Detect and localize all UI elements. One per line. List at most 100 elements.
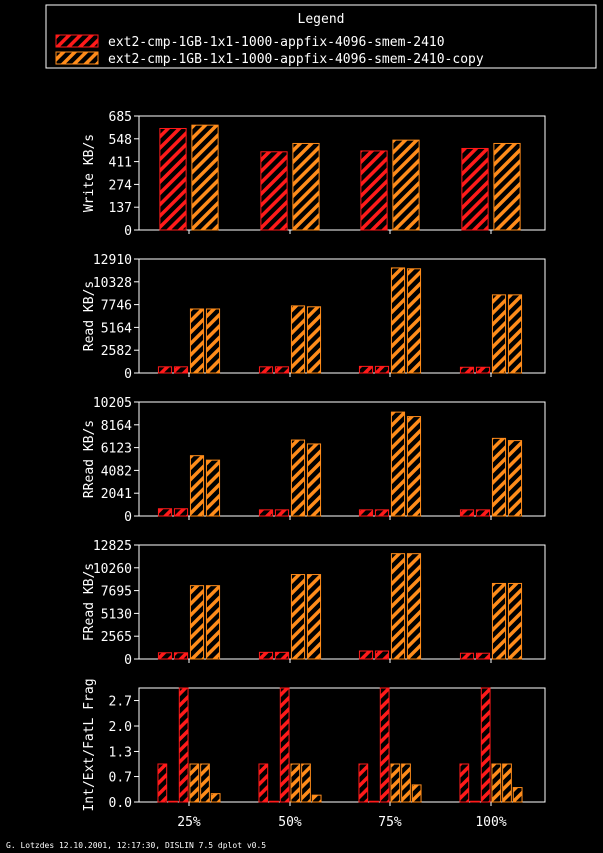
bar-series-2 [491,582,507,660]
y-tick-label: 0.0 [109,796,132,811]
bar-series-2 [306,443,322,517]
bar-series-1 [157,763,168,803]
bar-series-1 [461,147,489,231]
legend-entry-1: ext2-cmp-1GB-1x1-1000-appfix-4096-smem-2… [108,35,445,50]
panel-3: 0 2041 4082 6123 8164 10205 RRead KB/s [82,396,546,525]
bar-series-2 [311,794,322,803]
y-tick-label: 0 [124,224,132,239]
bar-series-1 [475,366,491,374]
legend-swatch-1 [55,34,99,48]
panel-2: 0 2582 5164 7746 10328 12910 Read KB/s [82,253,546,382]
y-tick-label: 10260 [93,562,132,577]
bar-series-2 [406,416,422,517]
legend-swatch-2 [55,51,99,65]
y-tick-label: 6123 [101,442,132,457]
bar-series-1 [258,651,274,660]
plot-frame [138,401,546,517]
bar-series-2 [189,763,200,803]
bar-series-1 [157,508,173,517]
bar-series-1 [173,508,189,517]
x-tick-label: 75% [378,815,402,830]
bar-series-2 [512,787,523,803]
y-tick-label: 10328 [93,276,132,291]
footer-credit: G. Lotzdes 12.10.2001, 12:17:30, DISLIN … [6,841,266,850]
bar-series-2 [491,294,507,374]
bar-series-1 [279,687,290,803]
bar-series-1 [475,652,491,660]
y-tick-label: 2.0 [109,720,132,735]
y-tick-label: 8164 [101,419,132,434]
bar-series-2 [189,585,205,660]
bar-series-1 [274,366,290,374]
bar-series-2 [507,582,523,660]
bar-series-2 [191,124,219,231]
plot-frame [138,258,546,374]
bar-series-2 [210,793,221,803]
bar-series-2 [290,763,301,803]
bar-series-1 [258,763,269,803]
bar-series-1 [159,127,187,231]
bar-series-2 [502,763,512,803]
y-tick-label: 10205 [93,396,132,411]
bar-series-2 [392,139,420,231]
plot-frame [138,544,546,660]
bar-series-2 [507,294,523,374]
bar-series-1 [258,509,274,517]
panel-1: 0 137 274 411 548 685 Write KB/s [82,110,546,239]
y-tick-label: 12825 [93,539,132,554]
bar-series-2 [292,142,320,231]
bar-series-2 [306,306,322,374]
y-tick-label: 5164 [101,321,132,336]
y-tick-label: 12910 [93,253,132,268]
y-tick-label: 548 [109,133,132,148]
bar-series-1 [358,763,369,803]
bar-series-1 [459,652,475,660]
bar-series-1 [358,509,374,517]
bar-series-2 [491,437,507,517]
bar-series-2 [301,763,311,803]
legend-frame [45,4,597,69]
y-tick-label: 1.3 [109,745,132,760]
bar-series-1 [475,509,491,517]
y-tick-label: 2.7 [109,695,132,710]
bar-series-1 [459,366,475,374]
bar-series-1 [269,800,279,803]
y-axis-label: Int/Ext/FatL Frag [82,678,97,811]
bar-series-1 [173,366,189,374]
bar-series-1 [480,687,491,803]
plot-frame [138,115,546,231]
bar-series-2 [411,784,422,803]
bar-series-1 [260,151,288,231]
bar-series-1 [168,800,178,803]
bar-series-1 [178,687,189,803]
y-tick-label: 2565 [101,630,132,645]
bar-series-2 [290,574,306,660]
plot-frame [138,687,546,803]
x-tick-label: 25% [177,815,201,830]
bar-series-2 [390,553,406,660]
panel-4: 0 2565 5130 7695 10260 12825 FRead KB/s [82,539,546,668]
bar-series-2 [205,308,221,374]
panel-5: 0.0 0.7 1.3 2.0 2.7 Int/Ext/FatL Frag [82,678,546,812]
bar-series-2 [406,268,422,374]
bar-series-1 [274,509,290,517]
x-tick-label: 100% [475,815,506,830]
y-tick-label: 7746 [101,299,132,314]
bar-series-2 [406,553,422,660]
y-axis-label: RRead KB/s [82,420,97,498]
bar-series-1 [157,652,173,660]
bar-series-1 [360,150,388,231]
bar-series-2 [200,763,210,803]
bar-series-1 [274,651,290,660]
bar-series-2 [290,439,306,517]
bar-series-1 [379,687,390,803]
y-tick-label: 0 [124,653,132,668]
y-tick-label: 137 [109,201,132,216]
y-tick-label: 0 [124,367,132,382]
bar-series-2 [306,574,322,660]
bar-series-1 [470,800,480,803]
y-axis-label: FRead KB/s [82,563,97,641]
y-tick-label: 4082 [101,464,132,479]
bar-series-1 [369,800,379,803]
